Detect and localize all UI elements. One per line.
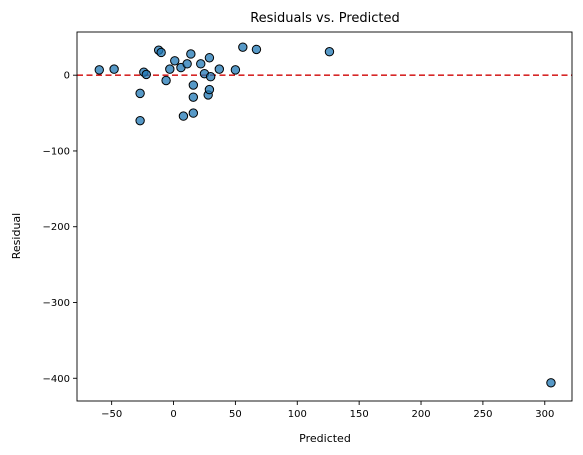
data-point-22 bbox=[204, 53, 215, 63]
y-tick-label: −300 bbox=[43, 298, 70, 309]
data-point-14 bbox=[186, 49, 196, 59]
y-tick-label: −400 bbox=[43, 374, 70, 385]
data-point-26 bbox=[238, 42, 248, 52]
data-point-15 bbox=[188, 80, 199, 90]
y-tick-label: −100 bbox=[43, 146, 70, 157]
data-point-10 bbox=[170, 56, 180, 66]
data-point-24 bbox=[214, 64, 225, 74]
data-point-18 bbox=[196, 59, 206, 69]
y-tick-label: 0 bbox=[64, 71, 70, 82]
x-tick-label: 100 bbox=[288, 409, 307, 420]
data-point-28 bbox=[324, 47, 335, 57]
axes-frame bbox=[76, 31, 573, 402]
plot-area: −50 0 50 100 150 200 250 300 −400 −300 −200 −100 0 bbox=[43, 31, 573, 420]
data-point-25 bbox=[230, 65, 241, 75]
data-point-13 bbox=[182, 59, 192, 69]
data-point-12 bbox=[178, 111, 189, 121]
x-tick-label: 300 bbox=[535, 409, 554, 420]
data-point-21 bbox=[204, 84, 215, 95]
data-point-23 bbox=[205, 72, 216, 82]
data-point-29 bbox=[546, 378, 556, 388]
x-tick-label: 250 bbox=[473, 409, 492, 420]
chart-title: Residuals vs. Predicted bbox=[250, 11, 400, 26]
x-tick-label: −50 bbox=[101, 409, 122, 420]
x-tick-label: 200 bbox=[411, 409, 430, 420]
data-point-1 bbox=[109, 64, 119, 74]
data-point-7 bbox=[156, 47, 166, 58]
data-point-27 bbox=[251, 44, 262, 55]
data-point-3 bbox=[135, 115, 145, 126]
data-point-8 bbox=[161, 75, 171, 86]
y-tick-label: −200 bbox=[43, 222, 70, 233]
data-point-2 bbox=[135, 88, 145, 99]
data-point-5 bbox=[141, 69, 152, 80]
data-point-16 bbox=[188, 92, 199, 102]
y-axis-label: Residual bbox=[10, 213, 23, 259]
x-tick-label: 150 bbox=[350, 409, 369, 420]
x-axis-label: Predicted bbox=[299, 432, 351, 445]
data-point-17 bbox=[188, 108, 199, 118]
x-tick-label: 50 bbox=[229, 409, 242, 420]
data-point-9 bbox=[165, 64, 175, 74]
x-tick-label: 0 bbox=[170, 409, 176, 420]
data-point-0 bbox=[94, 65, 104, 75]
